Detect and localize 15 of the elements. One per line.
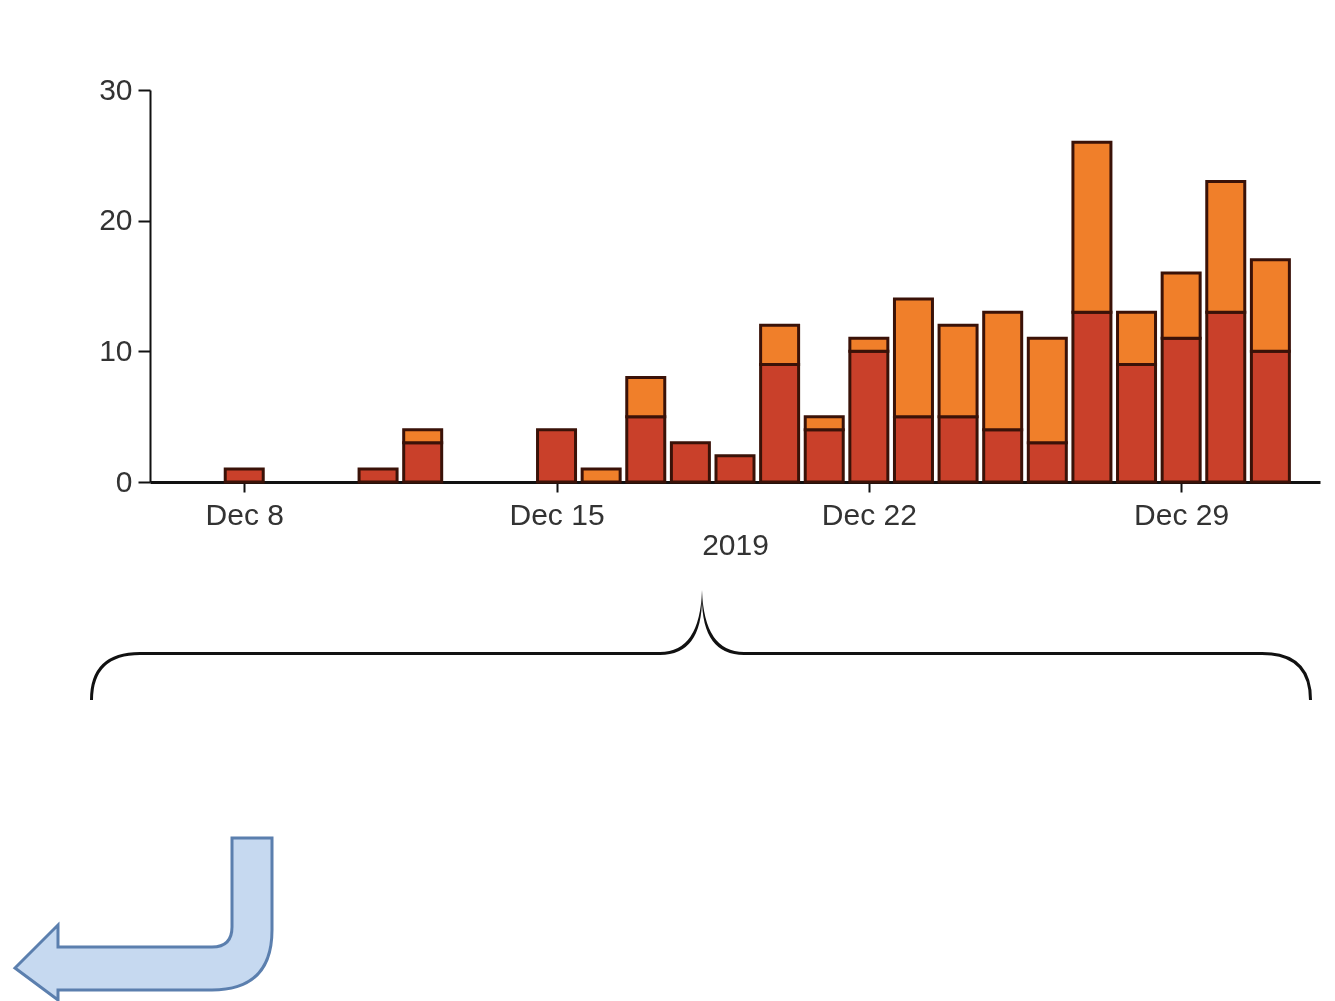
y-tick-label: 20 (99, 203, 133, 237)
bar (223, 467, 265, 484)
x-tick-label: Dec 22 (821, 497, 917, 531)
x-axis-title: 2019 (702, 527, 769, 561)
bar (669, 441, 711, 484)
bar (580, 467, 622, 484)
y-tick-label: 0 (115, 464, 133, 498)
x-tick-label: Dec 15 (509, 497, 605, 531)
bar (536, 428, 578, 484)
x-tick-label: Dec 8 (205, 497, 284, 531)
y-tick-label: 10 (99, 333, 133, 367)
bar (714, 454, 756, 484)
bar (357, 467, 399, 484)
x-tick-label: Dec 29 (1134, 497, 1230, 531)
y-tick-label: 30 (99, 72, 133, 106)
